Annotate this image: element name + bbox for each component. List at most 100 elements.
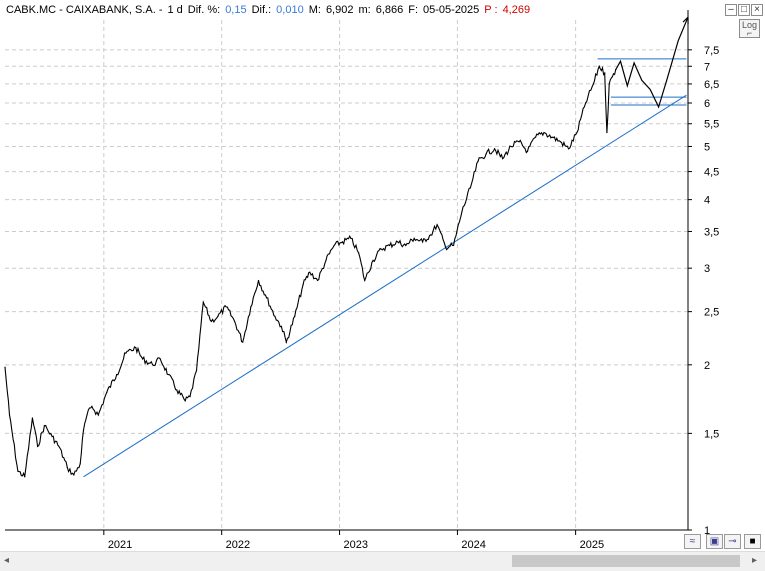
color-icon: ■ bbox=[749, 536, 756, 547]
p-value: 4,269 bbox=[502, 4, 531, 16]
y-tick-label: 5,5 bbox=[704, 119, 719, 131]
dif-label: Dif.: bbox=[251, 4, 272, 16]
price-point bbox=[604, 72, 606, 74]
price-point bbox=[333, 244, 335, 247]
price-line bbox=[4, 64, 617, 477]
dif-pct-value: 0,15 bbox=[225, 4, 247, 16]
y-tick-label: 3 bbox=[704, 263, 710, 275]
max-value: 6,902 bbox=[325, 4, 354, 16]
projection-layer[interactable] bbox=[615, 16, 689, 109]
minimize-button[interactable]: – bbox=[725, 4, 737, 16]
price-point bbox=[477, 160, 479, 162]
price-point bbox=[341, 241, 344, 243]
price-point bbox=[17, 470, 19, 472]
date-label: F: bbox=[408, 4, 419, 16]
x-tick-label: 2025 bbox=[580, 539, 604, 551]
price-point bbox=[543, 131, 545, 134]
price-point bbox=[280, 325, 283, 327]
price-point bbox=[364, 279, 366, 282]
arrowhead-icon bbox=[682, 16, 689, 25]
y-tick-label: 1,5 bbox=[704, 428, 719, 440]
price-point bbox=[397, 241, 399, 243]
horizontal-scrollbar[interactable]: ◂ ▸ bbox=[0, 551, 765, 571]
price-point bbox=[184, 400, 186, 402]
maximize-button[interactable]: □ bbox=[738, 4, 750, 16]
price-point bbox=[358, 252, 360, 254]
price-point bbox=[493, 148, 496, 150]
log-scale-button[interactable]: Log ⌐ bbox=[739, 19, 760, 38]
pin-button[interactable]: ⊸ bbox=[724, 534, 741, 549]
scroll-left-icon[interactable]: ◂ bbox=[4, 555, 10, 566]
y-tick-label: 7,5 bbox=[704, 45, 719, 57]
price-point bbox=[141, 358, 144, 360]
pin-icon: ⊸ bbox=[728, 536, 737, 547]
close-button[interactable]: × bbox=[751, 4, 763, 16]
price-point bbox=[43, 424, 45, 427]
wave-tool-button[interactable]: ≈ bbox=[684, 534, 701, 549]
minimize-icon: – bbox=[728, 4, 734, 15]
log-scale-icon: ⌐ bbox=[746, 28, 753, 38]
price-point bbox=[116, 373, 118, 376]
price-point bbox=[380, 248, 382, 250]
price-point bbox=[316, 279, 319, 282]
price-point bbox=[66, 466, 68, 469]
scrollbar-thumb[interactable] bbox=[512, 555, 740, 567]
date-value: 05-05-2025 bbox=[423, 4, 480, 16]
price-point bbox=[202, 301, 204, 303]
price-point bbox=[151, 364, 154, 366]
price-point bbox=[510, 145, 512, 148]
axes bbox=[5, 10, 692, 535]
close-icon: × bbox=[754, 4, 760, 15]
price-point bbox=[8, 414, 11, 416]
price-point bbox=[210, 320, 212, 322]
y-tick-label: 3,5 bbox=[704, 226, 719, 238]
dif-value: 0,010 bbox=[276, 4, 304, 16]
price-point bbox=[461, 211, 463, 213]
levels-layer[interactable] bbox=[597, 58, 687, 106]
price-point bbox=[606, 131, 608, 134]
min-label: m: bbox=[358, 4, 371, 16]
x-tick-label: 2023 bbox=[344, 539, 368, 551]
save-button[interactable]: ▣ bbox=[706, 534, 723, 549]
chart-header: CABK.MC - CAIXABANK, S.A. - 1 d Dif. %: 0,1… bbox=[6, 4, 535, 16]
save-icon: ▣ bbox=[709, 536, 720, 547]
wave-icon: ≈ bbox=[689, 536, 696, 547]
support-trendline bbox=[83, 94, 687, 478]
price-point bbox=[250, 306, 252, 308]
y-tick-label: 5 bbox=[704, 141, 710, 153]
price-point bbox=[592, 83, 594, 85]
interval-label: 1 d bbox=[167, 4, 183, 16]
price-point bbox=[4, 366, 6, 368]
price-point bbox=[389, 244, 391, 247]
price-point bbox=[526, 150, 529, 152]
price-point bbox=[405, 244, 407, 247]
price-point bbox=[234, 320, 236, 322]
price-point bbox=[79, 463, 81, 465]
y-tick-label: 2 bbox=[704, 360, 710, 372]
y-tick-label: 4 bbox=[704, 195, 710, 207]
y-tick-label: 1 bbox=[704, 525, 710, 537]
price-point bbox=[598, 65, 600, 67]
scroll-right-icon[interactable]: ▸ bbox=[752, 555, 758, 566]
price-point bbox=[452, 244, 455, 247]
price-point bbox=[559, 141, 562, 143]
color-button[interactable]: ■ bbox=[744, 534, 761, 549]
price-point bbox=[502, 158, 504, 160]
price-point bbox=[285, 341, 287, 343]
price-point bbox=[421, 241, 424, 243]
price-point bbox=[608, 83, 610, 85]
price-point bbox=[265, 297, 268, 299]
price-layer bbox=[4, 64, 617, 478]
x-tick-label: 2022 bbox=[226, 539, 250, 551]
log-label: Log bbox=[741, 20, 758, 30]
price-point bbox=[534, 136, 537, 138]
price-point bbox=[82, 429, 85, 431]
price-point bbox=[31, 417, 34, 419]
price-point bbox=[430, 234, 432, 236]
y-tick-label: 6,5 bbox=[704, 79, 719, 91]
trendline-layer[interactable] bbox=[83, 94, 687, 478]
price-point bbox=[242, 341, 244, 343]
symbol-label: CABK.MC - CAIXABANK, S.A. - bbox=[6, 4, 163, 16]
